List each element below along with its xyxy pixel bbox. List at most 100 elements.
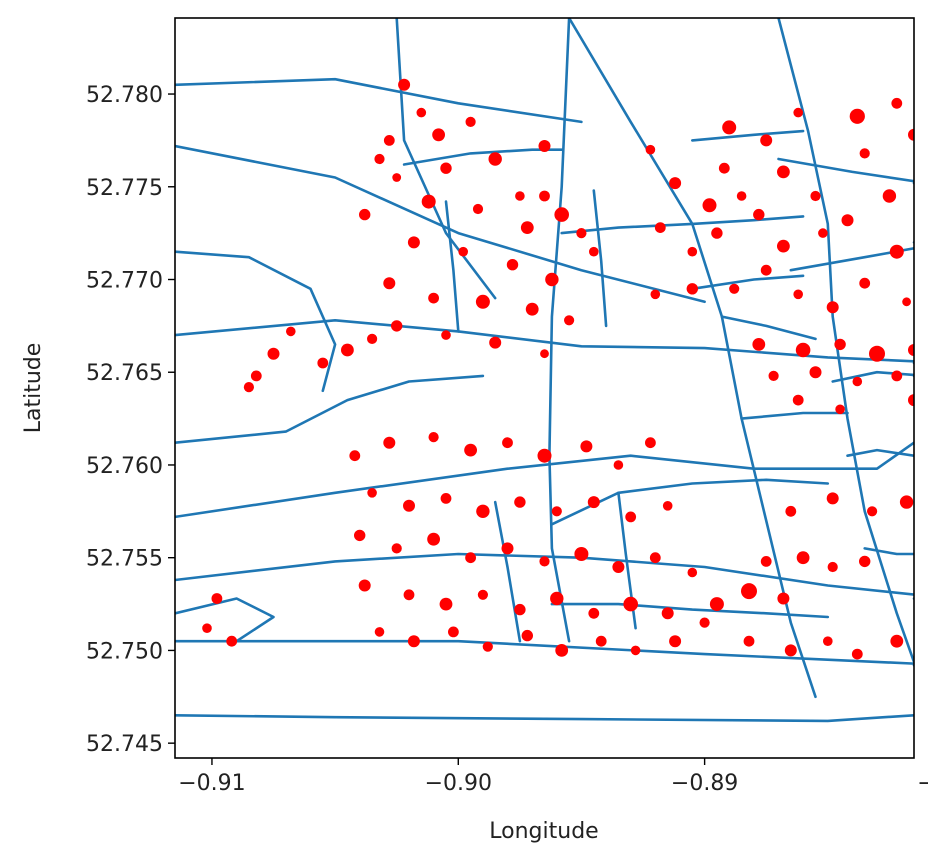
scatter-point — [407, 635, 420, 648]
y-tick-label: 52.745 — [86, 732, 163, 757]
scatter-point — [383, 135, 395, 146]
scatter-point — [211, 593, 223, 604]
scatter-point — [718, 162, 730, 174]
scatter-point — [849, 108, 865, 124]
y-tick-label: 52.760 — [86, 454, 163, 479]
scatter-point — [687, 567, 698, 578]
road-line — [175, 77, 583, 124]
road-line — [690, 129, 805, 142]
road-line — [846, 448, 914, 458]
y-tick-label: 52.755 — [86, 547, 163, 572]
road-line — [550, 602, 830, 619]
scatter-point — [525, 302, 539, 316]
y-tick-label: 52.780 — [86, 83, 163, 108]
scatter-point — [699, 617, 710, 628]
x-tick-label: −0.89 — [671, 771, 738, 796]
scatter-point — [630, 645, 641, 656]
y-tick-label: 52.775 — [86, 176, 163, 201]
scatter-point — [792, 394, 804, 406]
scatter-point — [477, 589, 488, 600]
scatter-point — [367, 333, 378, 344]
scatter-point — [753, 208, 765, 221]
scatter-point — [741, 583, 757, 600]
scatter-point — [687, 246, 698, 257]
scatter-point — [835, 404, 845, 415]
scatter-point — [398, 78, 411, 91]
scatter-point — [826, 301, 839, 314]
road-line — [175, 441, 914, 519]
scatter-point — [538, 140, 551, 152]
scatter-point — [407, 236, 420, 249]
scatter-point — [859, 555, 871, 568]
scatter-point — [476, 504, 490, 518]
scatter-point — [403, 499, 415, 512]
scatter-point — [784, 644, 797, 657]
scatter-point — [403, 589, 415, 601]
scatter-point — [537, 448, 552, 463]
scatter-point — [540, 349, 549, 359]
road-line — [493, 500, 522, 643]
scatter-point — [551, 506, 562, 517]
scatter-point — [859, 148, 870, 159]
scatter-point — [354, 529, 366, 542]
road-line — [175, 597, 275, 643]
scatter-point — [891, 97, 903, 109]
scatter-point — [852, 376, 863, 387]
scatter-point — [851, 648, 863, 660]
scatter-point — [827, 561, 838, 573]
scatter-point — [501, 542, 514, 555]
scatter-point — [650, 289, 661, 300]
road-line — [567, 18, 817, 699]
scatter-point — [515, 191, 525, 201]
road-line — [863, 547, 914, 556]
scatter-point — [760, 264, 772, 276]
y-axis-label: Latitude — [21, 343, 46, 434]
scatter-point — [250, 370, 262, 382]
y-tick-label: 52.765 — [86, 361, 163, 386]
scatter-point — [613, 460, 624, 470]
scatter-point — [834, 338, 846, 351]
road-line — [175, 374, 485, 445]
road-line — [175, 318, 914, 365]
scatter-point — [564, 315, 575, 326]
scatter-point — [440, 162, 452, 174]
scatter-point — [243, 382, 254, 393]
scatter-point — [743, 635, 755, 647]
scatter-point — [908, 128, 914, 141]
scatter-point — [358, 579, 371, 592]
scatter-point — [669, 177, 682, 190]
scatter-point — [441, 330, 451, 340]
scatter-point — [768, 370, 779, 381]
scatter-point — [520, 221, 534, 235]
scatter-point — [645, 437, 656, 449]
scatter-point — [391, 320, 403, 332]
scatter-point — [654, 222, 666, 234]
scatter-point — [809, 366, 822, 379]
scatter-point — [580, 440, 593, 453]
y-axis: 52.745 52.750 52.755 52.760 52.765 52.770 52.7… — [86, 83, 175, 757]
road-line — [444, 200, 460, 333]
scatter-point — [383, 436, 396, 449]
scatter-point — [464, 443, 477, 457]
scatter-point — [823, 636, 833, 646]
scatter-point — [427, 532, 440, 546]
scatter-point — [589, 246, 599, 257]
road-line — [777, 18, 914, 666]
scatter-point — [826, 492, 839, 505]
scatter-point — [867, 506, 878, 517]
scatter-point — [661, 607, 674, 620]
scatter-point — [623, 596, 638, 612]
scatter-point — [502, 437, 513, 449]
scatter-point — [869, 345, 885, 362]
scatter-point — [465, 552, 476, 564]
road-line — [175, 250, 337, 393]
road-line — [690, 274, 805, 291]
scatter-point — [891, 370, 903, 382]
scatter-point — [574, 547, 589, 561]
scatter-point — [506, 259, 519, 271]
scatter-point — [908, 394, 914, 407]
scatter-points — [202, 78, 914, 660]
scatter-point — [440, 493, 452, 504]
scatter-point — [612, 561, 625, 573]
